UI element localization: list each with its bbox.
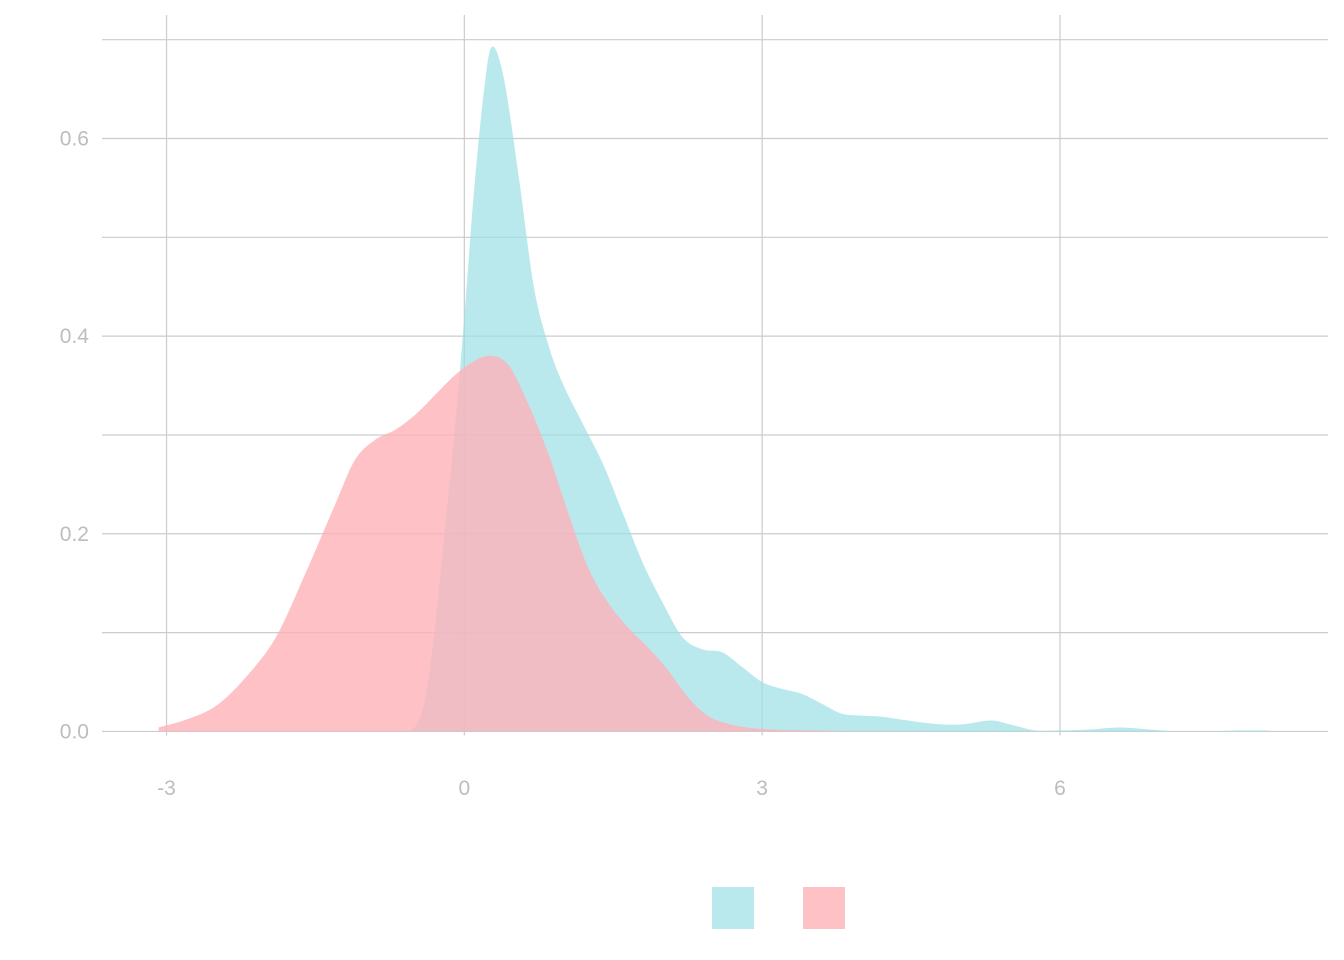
y-axis-ticks: 0.0 0.2 0.4 0.6 xyxy=(60,128,90,744)
y-tick-label: 0.2 xyxy=(60,523,89,546)
density-areas xyxy=(158,46,1269,732)
x-axis-ticks: -3 0 3 6 xyxy=(157,777,1066,800)
x-tick-label: -3 xyxy=(157,777,176,800)
y-tick-label: 0.6 xyxy=(60,128,89,151)
x-tick-label: 0 xyxy=(458,777,470,800)
y-tick-label: 0.4 xyxy=(60,325,90,348)
density-area-series-1 xyxy=(404,46,1269,732)
x-tick-label: 6 xyxy=(1054,777,1066,800)
legend-key-series-2 xyxy=(803,887,845,929)
legend-key-series-1 xyxy=(712,887,754,929)
y-tick-label: 0.0 xyxy=(60,720,89,743)
legend xyxy=(712,887,845,929)
grid-lines xyxy=(102,15,1328,736)
x-tick-label: 3 xyxy=(756,777,768,800)
density-area-series-2 xyxy=(158,355,912,732)
